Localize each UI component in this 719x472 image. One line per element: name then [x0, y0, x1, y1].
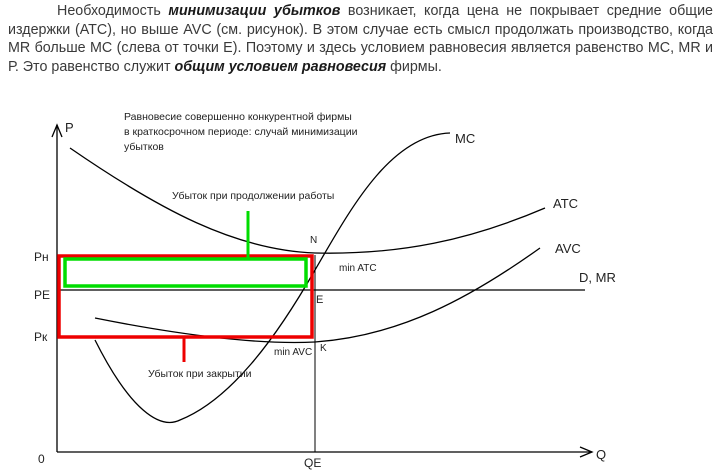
text-segment: фирмы. — [386, 58, 442, 75]
emphasis-general-equilibrium: общим условием равновесия — [174, 58, 387, 75]
qe-label: QE — [304, 456, 321, 470]
price-label-pe: PE — [34, 288, 50, 302]
mc-curve — [94, 132, 451, 424]
label-min-atc: min ATC — [339, 263, 377, 274]
point-label-k: K — [320, 343, 327, 354]
intro-paragraph: Необходимость минимизации убытков возник… — [8, 2, 713, 76]
x-axis-arrow — [579, 446, 594, 458]
figure-caption-line-3: убытков — [124, 141, 164, 153]
point-label-e: E — [316, 294, 323, 306]
axis-label-q: Q — [596, 447, 606, 462]
text-segment: возникает, когда цена не покрывает средн… — [8, 3, 714, 75]
loss-shutdown-label: Убыток при закрытии — [148, 368, 252, 380]
price-label-pk: Pк — [34, 330, 48, 344]
text-segment: Необходимость — [57, 3, 169, 19]
origin-label: 0 — [38, 452, 45, 466]
price-label-pn: Pн — [34, 250, 49, 264]
loss-shutdown-rect — [57, 254, 314, 339]
loss-continue-label: Убыток при продолжении работы — [172, 190, 334, 202]
point-label-n: N — [310, 235, 317, 246]
axis-label-p: P — [65, 120, 74, 135]
figure-caption-line-2: в краткосрочном периоде: случай минимиза… — [124, 126, 358, 138]
y-axis-arrow — [51, 123, 63, 138]
label-d-mr: D, MR — [579, 270, 616, 285]
loss-continue-rect — [63, 257, 308, 288]
label-avc: AVC — [555, 241, 581, 256]
label-atc: ATC — [553, 196, 578, 211]
avc-curve — [94, 247, 541, 344]
atc-curve — [69, 147, 546, 254]
label-mc: MC — [455, 131, 475, 146]
emphasis-minimization: минимизации убытков — [168, 3, 341, 19]
label-min-avc: min AVC — [274, 347, 312, 358]
figure-caption-line-1: Равновесие совершенно конкурентной фирмы — [124, 111, 352, 123]
